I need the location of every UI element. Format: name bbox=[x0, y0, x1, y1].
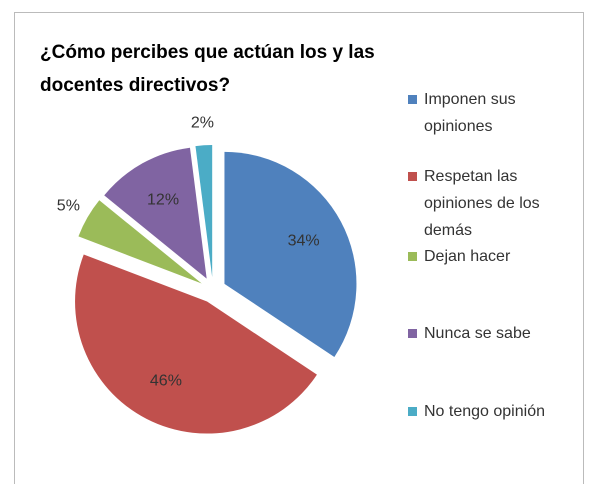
pie-slice bbox=[78, 200, 202, 284]
legend-entry: Imponen sus opiniones bbox=[408, 86, 568, 140]
chart-title: ¿Cómo percibes que actúan los y las doce… bbox=[40, 42, 375, 96]
data-label: 12% bbox=[147, 191, 179, 208]
data-label: 34% bbox=[288, 233, 320, 250]
pie-slice bbox=[104, 147, 207, 279]
pie-slice bbox=[75, 254, 317, 434]
data-label: 5% bbox=[57, 198, 80, 215]
legend-entry: Respetan las opiniones de los demás bbox=[408, 163, 568, 244]
pie-slice bbox=[224, 151, 357, 357]
legend-entry: Nunca se sabe bbox=[408, 320, 568, 347]
legend-swatch bbox=[408, 172, 417, 181]
data-label: 2% bbox=[191, 115, 214, 132]
legend-label: Imponen sus opiniones bbox=[424, 91, 516, 135]
legend-entry: No tengo opinión bbox=[408, 398, 568, 425]
legend-label: Dejan hacer bbox=[424, 248, 511, 265]
legend-swatch bbox=[408, 329, 417, 338]
chart-frame bbox=[14, 12, 584, 484]
legend-swatch bbox=[408, 95, 417, 104]
legend-label: Respetan las opiniones de los demás bbox=[424, 168, 540, 239]
legend-swatch bbox=[408, 252, 417, 261]
legend-label: No tengo opinión bbox=[424, 403, 545, 420]
data-label: 46% bbox=[150, 373, 182, 390]
legend-entry: Dejan hacer bbox=[408, 243, 568, 270]
legend-label: Nunca se sabe bbox=[424, 325, 531, 342]
legend-swatch bbox=[408, 407, 417, 416]
pie-slice bbox=[195, 145, 213, 278]
